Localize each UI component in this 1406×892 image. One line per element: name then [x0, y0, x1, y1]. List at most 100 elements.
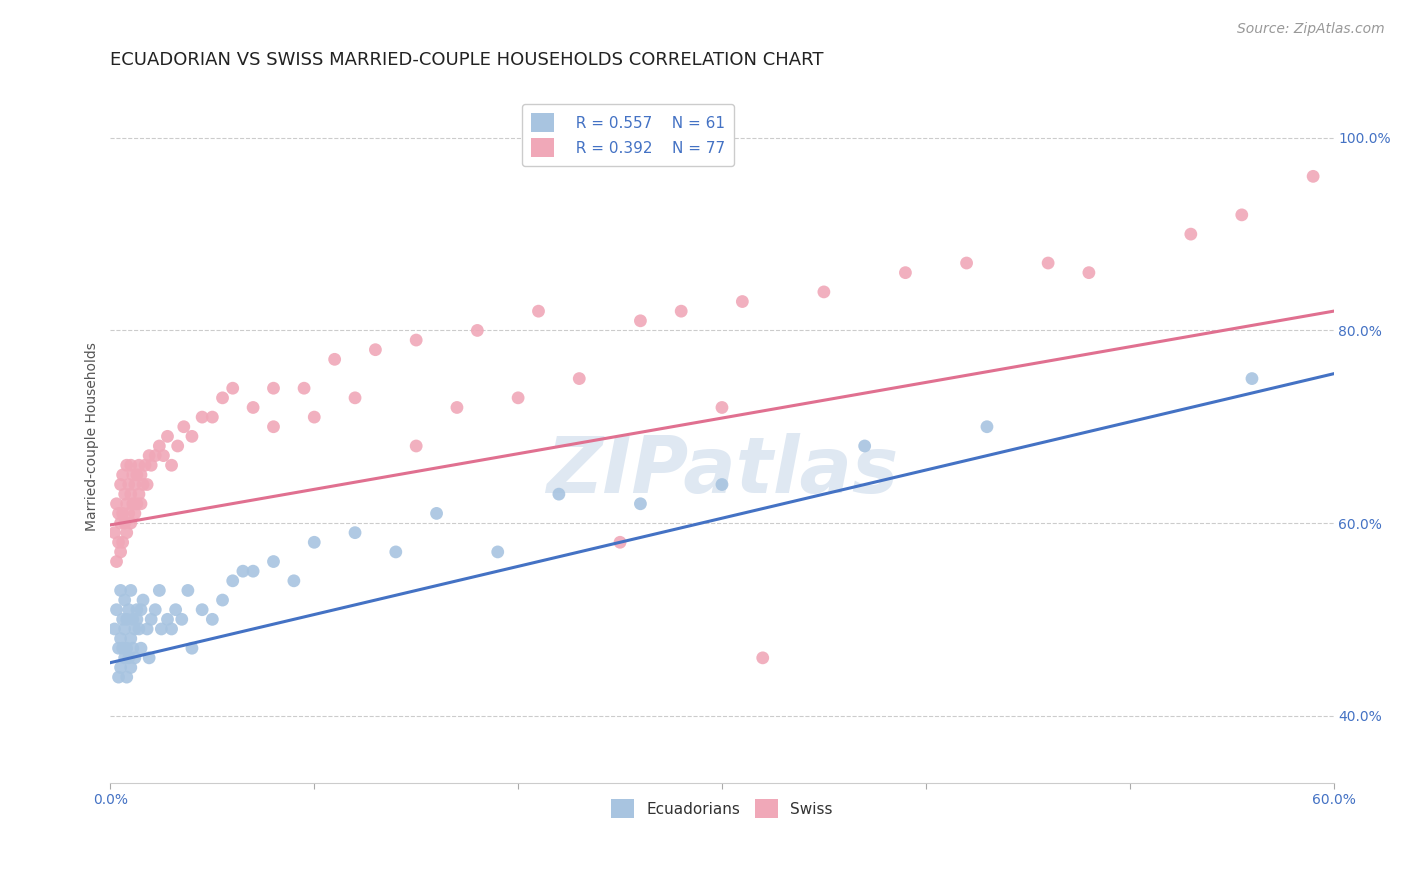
Point: [166, 439, 188, 453]
Point: [170, 612, 193, 626]
Point: [141, 458, 163, 473]
Y-axis label: Married-couple Households: Married-couple Households: [86, 342, 100, 531]
Point: [120, 458, 142, 473]
Point: [1077, 266, 1099, 280]
Point: [813, 285, 835, 299]
Point: [114, 651, 136, 665]
Point: [128, 458, 150, 473]
Point: [508, 391, 530, 405]
Point: [568, 371, 591, 385]
Point: [103, 525, 125, 540]
Point: [1036, 256, 1059, 270]
Point: [114, 487, 136, 501]
Point: [110, 632, 132, 646]
Point: [143, 603, 166, 617]
Point: [609, 535, 631, 549]
Point: [103, 622, 125, 636]
Point: [138, 449, 160, 463]
Point: [125, 497, 148, 511]
Point: [120, 516, 142, 530]
Point: [125, 603, 148, 617]
Point: [121, 497, 143, 511]
Point: [129, 641, 152, 656]
Point: [124, 622, 146, 636]
Point: [955, 256, 977, 270]
Point: [111, 507, 134, 521]
Point: [114, 516, 136, 530]
Point: [853, 439, 876, 453]
Point: [115, 670, 138, 684]
Text: ECUADORIAN VS SWISS MARRIED-COUPLE HOUSEHOLDS CORRELATION CHART: ECUADORIAN VS SWISS MARRIED-COUPLE HOUSE…: [111, 51, 824, 69]
Point: [527, 304, 550, 318]
Point: [486, 545, 509, 559]
Point: [191, 410, 214, 425]
Point: [446, 401, 468, 415]
Point: [177, 583, 200, 598]
Point: [129, 497, 152, 511]
Point: [173, 419, 195, 434]
Point: [124, 477, 146, 491]
Point: [1240, 371, 1263, 385]
Point: [211, 391, 233, 405]
Point: [426, 507, 449, 521]
Point: [115, 525, 138, 540]
Point: [156, 429, 179, 443]
Point: [132, 477, 155, 491]
Point: [751, 651, 773, 665]
Point: [110, 477, 132, 491]
Point: [132, 593, 155, 607]
Point: [160, 458, 183, 473]
Point: [115, 641, 138, 656]
Point: [191, 603, 214, 617]
Point: [148, 439, 170, 453]
Point: [105, 497, 128, 511]
Point: [160, 622, 183, 636]
Point: [181, 429, 204, 443]
Point: [710, 477, 733, 491]
Point: [124, 651, 146, 665]
Point: [292, 381, 315, 395]
Point: [143, 449, 166, 463]
Point: [344, 391, 367, 405]
Point: [547, 487, 569, 501]
Point: [136, 477, 159, 491]
Point: [1302, 169, 1324, 184]
Point: [114, 622, 136, 636]
Point: [115, 458, 138, 473]
Point: [110, 545, 132, 559]
Point: [344, 525, 367, 540]
Point: [323, 352, 346, 367]
Point: [669, 304, 692, 318]
Point: [222, 574, 245, 588]
Point: [405, 439, 427, 453]
Point: [118, 651, 141, 665]
Point: [148, 583, 170, 598]
Point: [201, 410, 224, 425]
Point: [107, 670, 129, 684]
Point: [105, 603, 128, 617]
Point: [120, 660, 142, 674]
Point: [242, 564, 264, 578]
Point: [364, 343, 387, 357]
Point: [118, 603, 141, 617]
Point: [136, 622, 159, 636]
Point: [107, 507, 129, 521]
Point: [263, 555, 285, 569]
Point: [304, 410, 326, 425]
Point: [105, 555, 128, 569]
Point: [124, 507, 146, 521]
Point: [114, 593, 136, 607]
Point: [138, 651, 160, 665]
Point: [1230, 208, 1253, 222]
Point: [111, 641, 134, 656]
Point: [628, 497, 651, 511]
Point: [628, 314, 651, 328]
Point: [150, 622, 173, 636]
Point: [111, 612, 134, 626]
Point: [128, 622, 150, 636]
Point: [115, 612, 138, 626]
Point: [134, 458, 156, 473]
Point: [232, 564, 254, 578]
Point: [121, 467, 143, 482]
Point: [976, 419, 998, 434]
